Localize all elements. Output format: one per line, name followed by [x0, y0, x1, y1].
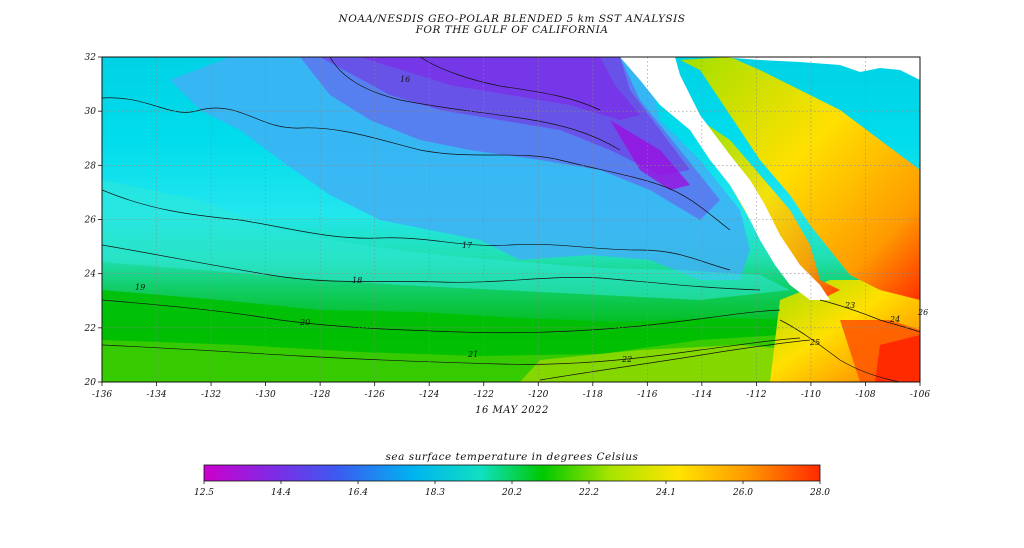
colorbar-title: sea surface temperature in degrees Celsi… [385, 451, 639, 463]
lat-tick-label: 20 [84, 378, 97, 388]
lon-tick-label: -124 [419, 390, 439, 400]
contour-label: 20 [299, 318, 310, 327]
colorbar [203, 464, 821, 482]
lon-tick-label: -120 [528, 390, 548, 400]
colorbar-tick-label: 20.2 [501, 488, 522, 498]
lat-tick-label: 24 [84, 270, 97, 280]
lat-tick-label: 30 [85, 107, 97, 117]
lat-lon-grid [102, 57, 920, 382]
contour-label: 24 [889, 315, 900, 324]
lon-tick-label: -132 [201, 390, 221, 400]
contour-label: 23 [844, 301, 855, 310]
contour-label: 16 [400, 75, 410, 84]
contour-label: 22 [621, 355, 632, 364]
colorbar-tick-label: 12.5 [194, 488, 214, 498]
colorbar-tick-label: 18.3 [425, 488, 445, 498]
lon-tick-label: -114 [692, 390, 712, 400]
lon-tick-label: -106 [910, 390, 930, 400]
lon-tick-label: -130 [255, 390, 275, 400]
colorbar-tick-label: 24.1 [655, 488, 676, 498]
contour-label: 26 [917, 308, 928, 317]
contour-label: 25 [809, 338, 820, 347]
lon-tick-label: -112 [746, 390, 766, 400]
isotherm-contours [102, 57, 920, 382]
lat-tick-label: 26 [84, 216, 97, 226]
map-title-line1: NOAA/NESDIS GEO-POLAR BLENDED 5 km SST A… [338, 13, 686, 25]
colorbar-tick-label: 22.2 [578, 488, 599, 498]
colorbar-tick-label: 26.0 [732, 488, 753, 498]
colorbar-tick-label: 14.4 [271, 488, 291, 498]
colorbar-ticks: 12.5 14.4 16.4 18.3 20.2 22.2 24.1 26.0 28.0 [194, 481, 830, 498]
lat-tick-label: 22 [84, 324, 97, 334]
lat-tick-label: 32 [85, 53, 97, 63]
contour-label: 18 [352, 276, 362, 285]
analysis-date: 16 MAY 2022 [475, 405, 549, 416]
lon-tick-label: -108 [855, 390, 875, 400]
lon-tick-label: -122 [474, 390, 494, 400]
contour-label: 17 [462, 241, 473, 250]
axis-ticks: -136 -134 -132 -130 -128 -126 -124 -122 -120 -118… [84, 53, 931, 400]
lon-tick-label: -118 [583, 390, 603, 400]
lon-tick-label: -110 [801, 390, 821, 400]
lon-tick-label: -126 [365, 390, 385, 400]
contour-label: 19 [135, 283, 145, 292]
lon-tick-label: -128 [310, 390, 330, 400]
contour-labels: 16 17 18 19 20 21 22 23 24 25 26 [135, 75, 928, 364]
lat-tick-label: 28 [84, 161, 97, 171]
contour-label: 21 [467, 350, 478, 359]
lon-tick-label: -116 [637, 390, 657, 400]
colorbar-tick-label: 28.0 [809, 488, 830, 498]
lon-tick-label: -134 [146, 390, 166, 400]
map-title-line2: FOR THE GULF OF CALIFORNIA [415, 24, 609, 36]
lon-tick-label: -136 [92, 390, 112, 400]
colorbar-tick-label: 16.4 [348, 488, 368, 498]
